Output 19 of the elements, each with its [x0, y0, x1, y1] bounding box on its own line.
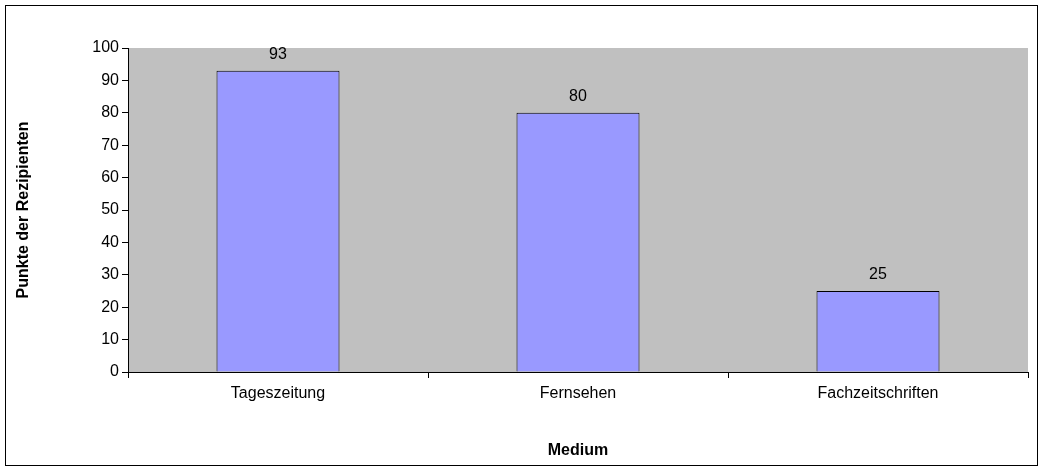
x-tick-label: Tageszeitung — [230, 384, 326, 402]
data-label: 25 — [869, 265, 887, 283]
y-tick-label: 0 — [110, 362, 120, 380]
data-label: 93 — [269, 45, 287, 63]
y-tick-label: 10 — [101, 330, 120, 348]
y-tick-label: 70 — [101, 135, 120, 153]
y-tick-label: 100 — [92, 38, 120, 56]
x-tick-label: Fachzeitschriften — [817, 384, 939, 402]
y-axis-title: Punkte der Rezipienten — [14, 121, 32, 299]
y-tick-label: 20 — [101, 297, 120, 315]
x-tick-label: Fernsehen — [539, 384, 617, 402]
y-tick-label: 50 — [101, 200, 120, 218]
x-axis-title: Medium — [547, 440, 609, 458]
y-tick-label: 40 — [101, 232, 120, 250]
data-label: 80 — [569, 87, 587, 105]
y-tick-label: 30 — [101, 265, 120, 283]
y-tick-label: 90 — [101, 70, 120, 88]
y-tick-label: 80 — [101, 103, 120, 121]
y-tick-label: 60 — [101, 168, 120, 186]
